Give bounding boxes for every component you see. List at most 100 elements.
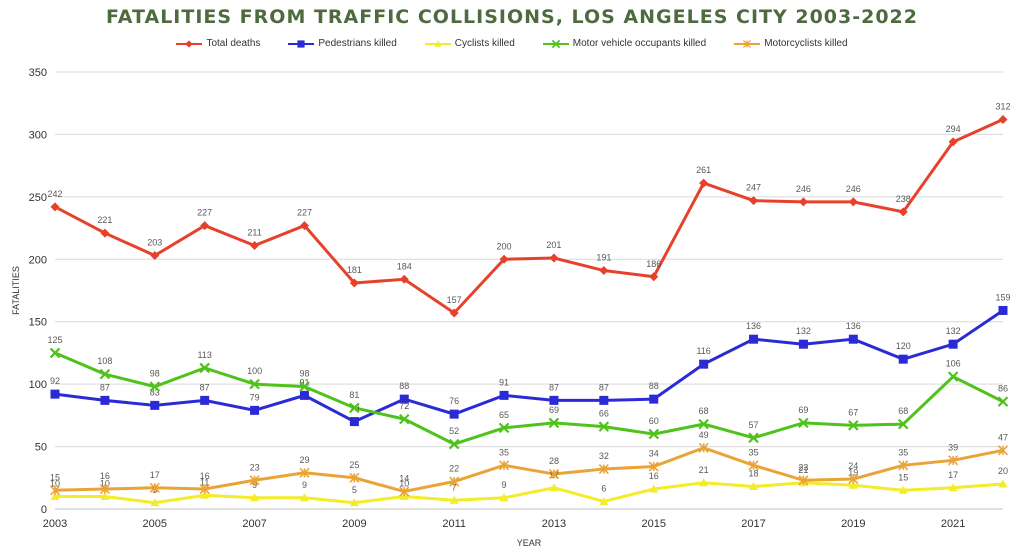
data-point	[648, 428, 660, 440]
data-point	[100, 228, 110, 238]
data-point	[748, 460, 759, 471]
data-point	[349, 402, 360, 414]
data-point	[649, 394, 659, 404]
data-label: 200	[497, 241, 512, 251]
data-point	[399, 274, 409, 284]
data-point	[798, 197, 808, 207]
data-point	[599, 497, 609, 506]
data-point	[998, 114, 1008, 124]
data-point	[399, 486, 410, 497]
data-point	[50, 492, 60, 501]
data-point	[598, 421, 610, 432]
data-point	[648, 461, 659, 472]
data-label: 136	[746, 321, 761, 331]
y-axis-label: FATALITIES	[11, 266, 21, 315]
data-label: 9	[302, 480, 307, 490]
data-label: 191	[596, 253, 611, 263]
data-label: 15	[50, 472, 60, 482]
data-point	[898, 485, 908, 494]
data-point	[599, 266, 609, 276]
data-point	[848, 473, 859, 485]
data-label: 57	[749, 420, 759, 430]
data-point	[848, 334, 858, 344]
x-tick-label: 2021	[941, 518, 965, 530]
data-label: 21	[798, 465, 808, 475]
data-label: 18	[749, 469, 759, 479]
data-label: 238	[896, 194, 911, 204]
data-point	[549, 483, 559, 492]
data-point	[150, 498, 160, 507]
data-label: 35	[898, 447, 908, 457]
data-label: 98	[150, 369, 160, 379]
x-tick-label: 2005	[143, 518, 167, 530]
data-label: 87	[100, 382, 110, 392]
data-label: 68	[898, 406, 908, 416]
data-label: 157	[447, 295, 462, 305]
data-point	[449, 409, 459, 419]
data-point	[551, 39, 561, 48]
data-label: 113	[198, 350, 212, 360]
data-point	[548, 468, 560, 480]
legend-swatch	[176, 39, 203, 48]
data-point	[50, 202, 60, 212]
data-point	[50, 389, 60, 399]
data-point	[199, 483, 210, 495]
data-point	[250, 405, 260, 415]
data-point	[150, 400, 160, 410]
data-label: 203	[147, 238, 162, 248]
data-point	[149, 381, 161, 392]
data-point	[99, 483, 110, 495]
legend-label: Motor vehicle occupants killed	[572, 38, 707, 49]
data-point	[947, 371, 959, 382]
data-point	[498, 460, 510, 471]
data-point	[499, 254, 509, 264]
data-point	[49, 347, 61, 359]
data-point	[948, 483, 958, 492]
legend-swatch	[424, 39, 451, 47]
data-point	[699, 478, 709, 487]
data-point	[699, 359, 709, 369]
data-label: 5	[352, 485, 357, 495]
data-label: 16	[649, 471, 659, 481]
y-tick-label: 150	[29, 317, 47, 329]
data-label: 67	[848, 407, 858, 417]
series-line	[54, 351, 1004, 446]
data-label: 132	[946, 326, 961, 336]
data-point	[599, 395, 609, 405]
data-point	[997, 396, 1009, 407]
data-point	[898, 354, 908, 364]
data-point	[499, 493, 509, 502]
legend-item: Cyclists killed	[424, 38, 515, 49]
data-label: 106	[946, 359, 961, 369]
data-point	[749, 334, 759, 344]
data-point	[249, 378, 260, 390]
data-point	[798, 339, 808, 349]
data-label: 6	[601, 484, 606, 494]
data-label: 72	[399, 401, 409, 411]
data-point	[434, 39, 442, 47]
data-point	[299, 221, 309, 231]
data-label: 261	[696, 165, 711, 175]
data-point	[549, 395, 559, 405]
data-label: 29	[299, 455, 309, 465]
data-point	[749, 196, 759, 206]
data-point	[299, 467, 310, 478]
data-label: 10	[100, 479, 110, 489]
data-label: 28	[549, 456, 559, 466]
legend-item: Motorcyclists killed	[734, 38, 848, 49]
data-label: 10	[399, 479, 409, 489]
data-point	[100, 395, 110, 405]
data-point	[699, 178, 709, 188]
legend-item: Pedestrians killed	[288, 38, 397, 49]
data-point	[250, 493, 260, 502]
y-tick-label: 100	[29, 379, 47, 391]
data-point	[200, 395, 210, 405]
data-point	[548, 417, 560, 429]
y-tick-label: 200	[29, 254, 47, 266]
legend-item: Motor vehicle occupants killed	[542, 38, 707, 49]
data-label: 68	[699, 406, 709, 416]
data-point	[998, 305, 1008, 315]
x-tick-label: 2003	[43, 518, 67, 530]
